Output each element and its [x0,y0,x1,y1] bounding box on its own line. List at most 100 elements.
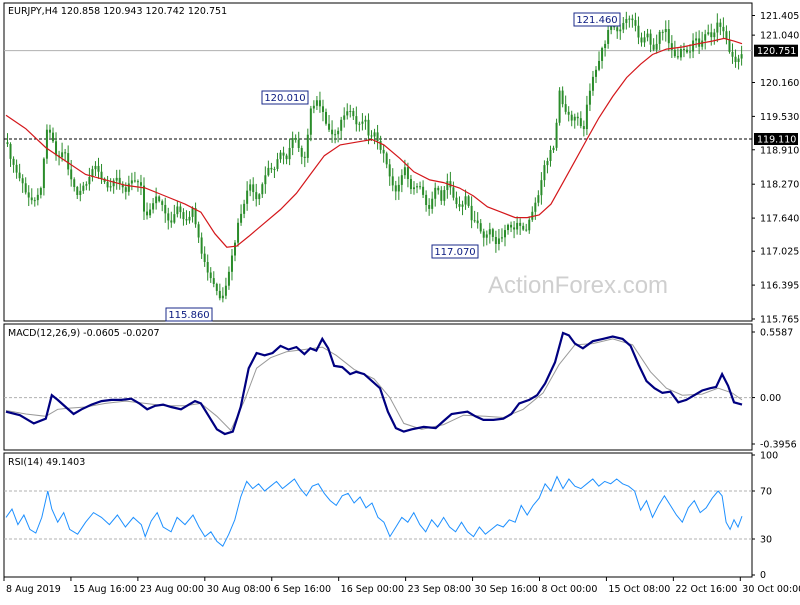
rsi-axis: 100 70 30 0 [752,451,778,581]
candle-body [243,203,246,214]
candle-body [731,51,734,57]
candle-body [82,185,85,191]
candle-body [224,285,227,296]
candle-body [358,123,361,125]
candlesticks [6,11,743,303]
candle-body [382,149,385,154]
candle-body [355,116,358,125]
candle-body [661,31,664,33]
candle-body [194,208,197,225]
candle-body [552,147,555,151]
candle-body [485,234,488,238]
candle-body [215,283,218,291]
price-callout-label: 115.860 [168,310,209,321]
price-tick-label: 119.530 [760,112,799,123]
candle-body [118,177,121,185]
candle-body [234,242,237,256]
candle-body [39,188,42,195]
candle-body [397,184,400,192]
price-tick-label: 121.405 [760,11,799,22]
candle-body [209,272,212,279]
candle-body [273,168,276,170]
candle-body [443,190,446,201]
candle-body [446,181,449,191]
candle-body [719,22,722,27]
candle-body [689,51,692,53]
time-tick-label: 30 Aug 08:00 [207,584,271,595]
candle-body [494,236,497,245]
candle-body [482,231,485,238]
candle-body [616,27,619,32]
macd-title: MACD(12,26,9) -0.0605 -0.0207 [8,328,160,339]
candle-body [203,253,206,263]
candle-body [94,165,97,170]
candle-body [346,111,349,116]
candle-body [406,167,409,179]
candle-body [740,54,743,59]
price-tick-label: 120.160 [760,78,799,89]
candle-body [106,181,109,188]
price-callout-box [573,12,621,27]
level-price-tag [754,132,798,145]
time-tick-label: 8 Aug 2019 [6,584,61,595]
candle-body [534,202,537,212]
candle-body [30,197,33,201]
candle-body [561,90,564,105]
candle-body [361,121,364,124]
time-tick-label: 15 Oct 08:00 [608,584,670,595]
candle-body [403,167,406,176]
candle-body [728,39,731,52]
candle-body [212,278,215,284]
candle-body [370,135,373,137]
time-tick-label: 16 Sep 00:00 [341,584,404,595]
price-tick-label: 117.640 [760,214,799,225]
candle-body [367,119,370,136]
candle-body [276,159,279,169]
moving-average [5,37,743,248]
candle-body [103,178,106,182]
candle-body [9,144,12,159]
candle-body [167,213,170,221]
candle-body [246,190,249,204]
candle-body [109,186,112,188]
candle-body [525,229,528,231]
candle-body [124,187,127,192]
candle-body [149,209,152,216]
price-title: EURJPY,H4 120.858 120.943 120.742 120.75… [8,6,227,17]
candle-body [434,187,437,199]
candle-body [594,69,597,77]
candle-body [503,230,506,238]
candle-body [227,271,230,286]
candle-body [585,104,588,130]
candle-body [582,126,585,130]
candle-body [230,255,233,272]
price-panel-frame [3,2,753,322]
price-callout-box [431,244,479,259]
time-tick-label: 23 Sep 08:00 [408,584,471,595]
candle-body [670,43,673,50]
macd-tick-label: 0.00 [760,393,781,404]
time-tick-label: 8 Oct 00:00 [541,584,597,595]
candle-body [425,194,428,205]
rsi-title: RSI(14) 49.1403 [8,457,85,468]
candle-body [303,156,306,158]
candle-body [564,104,567,112]
candle-body [388,164,391,177]
candle-body [655,43,658,50]
candle-body [55,141,58,156]
candle-body [695,38,698,41]
candle-body [558,90,561,123]
candle-body [279,152,282,160]
candle-body [376,132,379,141]
candle-body [631,18,634,21]
candle-body [352,110,355,117]
macd-tick-label: -0.3956 [760,440,797,451]
candle-body [64,152,67,154]
candle-body [364,119,367,122]
candle-body [21,178,24,184]
candle-body [701,40,704,47]
candle-body [85,184,88,186]
candle-body [619,29,622,32]
candle-body [325,111,328,124]
